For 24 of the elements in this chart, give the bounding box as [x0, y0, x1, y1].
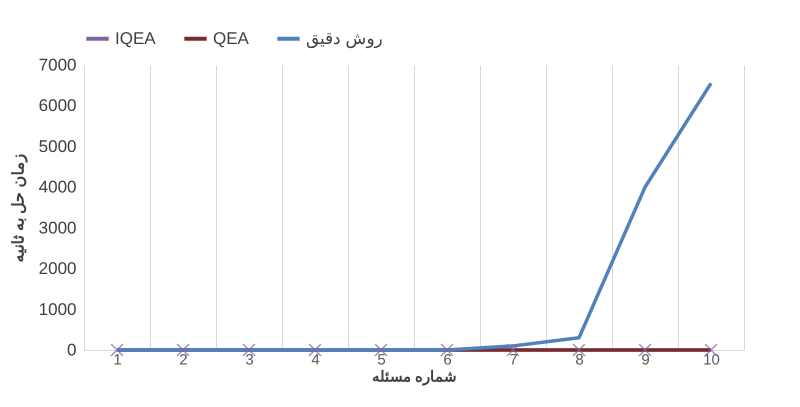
x-tick-label: 10 [703, 352, 720, 368]
x-tick-label: 1 [113, 352, 122, 368]
y-tick-label: 2000 [38, 259, 76, 278]
y-tick-label: 4000 [38, 178, 76, 197]
y-tick-label: 6000 [38, 96, 76, 116]
y-tick-label: 5000 [38, 136, 76, 156]
y-tick-label: 7000 [38, 56, 76, 74]
x-tick-label: 3 [245, 352, 254, 368]
x-tick-label: 2 [179, 352, 188, 368]
legend-label: IQEA [115, 28, 156, 48]
y-axis-title: زمان حل به ثانیه [10, 153, 29, 263]
x-axis-title: شماره مسئله [372, 368, 458, 386]
line-series [115, 82, 713, 352]
legend-label: QEA [213, 28, 250, 48]
x-tick-label: 5 [377, 352, 386, 368]
x-tick-label: 9 [641, 352, 650, 368]
y-tick-label: 3000 [38, 218, 76, 238]
x-tick-label: 8 [575, 352, 584, 368]
x-tick-label: 4 [311, 352, 320, 368]
x-tick-label: 6 [443, 352, 452, 368]
y-tick-label: 1000 [38, 300, 76, 319]
x-tick-label: 7 [509, 352, 518, 368]
legend-label: روش دقیق [306, 28, 383, 49]
y-tick-label: 0 [67, 340, 76, 360]
